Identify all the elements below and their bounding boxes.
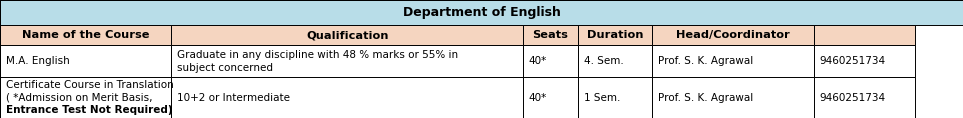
Text: 9460251734: 9460251734 bbox=[820, 56, 886, 66]
Text: Name of the Course: Name of the Course bbox=[22, 30, 149, 40]
Text: Certificate Course in Translation: Certificate Course in Translation bbox=[6, 80, 173, 90]
Text: Seats: Seats bbox=[533, 30, 568, 40]
Bar bbox=[171, 45, 523, 77]
Text: Prof. S. K. Agrawal: Prof. S. K. Agrawal bbox=[658, 56, 753, 66]
Bar bbox=[171, 25, 523, 45]
Bar bbox=[0, 77, 171, 118]
Bar bbox=[0, 45, 171, 77]
Text: Entrance Test Not Required): Entrance Test Not Required) bbox=[6, 105, 172, 115]
Bar bbox=[578, 25, 652, 45]
Text: Qualification: Qualification bbox=[306, 30, 388, 40]
Bar bbox=[0, 0, 963, 25]
Text: ( *Admission on Merit Basis,: ( *Admission on Merit Basis, bbox=[6, 93, 152, 103]
Bar bbox=[523, 45, 578, 77]
Bar bbox=[814, 25, 915, 45]
Text: Head/Coordinator: Head/Coordinator bbox=[676, 30, 790, 40]
Bar bbox=[0, 25, 171, 45]
Bar bbox=[523, 77, 578, 118]
Text: Graduate in any discipline with 48 % marks or 55% in
subject concerned: Graduate in any discipline with 48 % mar… bbox=[177, 50, 458, 73]
Bar bbox=[578, 45, 652, 77]
Bar bbox=[171, 77, 523, 118]
Text: Department of English: Department of English bbox=[403, 6, 560, 19]
Bar bbox=[814, 45, 915, 77]
Text: 9460251734: 9460251734 bbox=[820, 93, 886, 103]
Text: Prof. S. K. Agrawal: Prof. S. K. Agrawal bbox=[658, 93, 753, 103]
Bar bbox=[814, 77, 915, 118]
Text: M.A. English: M.A. English bbox=[6, 56, 69, 66]
Bar bbox=[652, 25, 814, 45]
Bar bbox=[523, 25, 578, 45]
Text: 10+2 or Intermediate: 10+2 or Intermediate bbox=[177, 93, 290, 103]
Bar bbox=[578, 77, 652, 118]
Text: 40*: 40* bbox=[529, 93, 547, 103]
Text: 4. Sem.: 4. Sem. bbox=[584, 56, 623, 66]
Text: 1 Sem.: 1 Sem. bbox=[584, 93, 620, 103]
Bar bbox=[652, 45, 814, 77]
Text: Duration: Duration bbox=[586, 30, 643, 40]
Bar bbox=[652, 77, 814, 118]
Text: 40*: 40* bbox=[529, 56, 547, 66]
